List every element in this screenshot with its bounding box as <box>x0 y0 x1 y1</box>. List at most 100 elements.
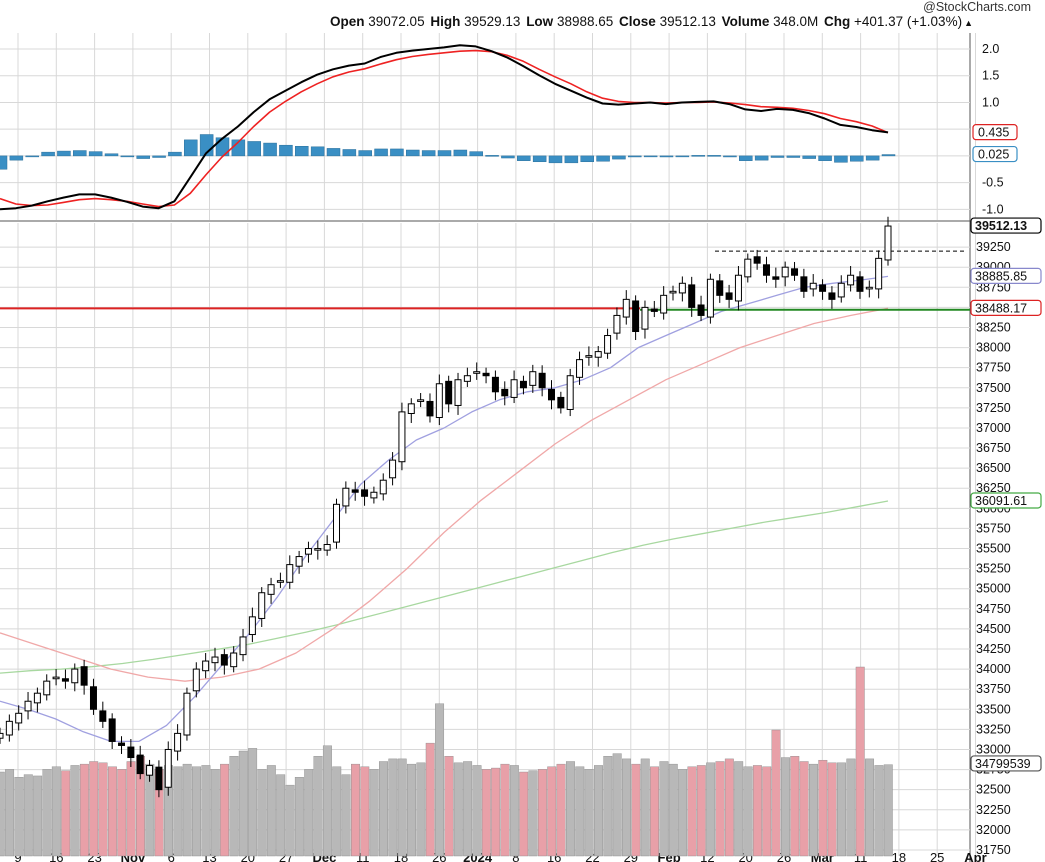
price-y-tick-label: 34250 <box>976 642 1011 656</box>
macd-histogram-bar <box>73 150 87 157</box>
volume-bar <box>0 771 5 857</box>
candle-body <box>501 388 509 397</box>
macd-value-tag-text: 0.435 <box>978 126 1009 140</box>
candle-body <box>772 276 780 280</box>
candle-body <box>99 710 107 722</box>
sma-50-line <box>0 307 889 682</box>
macd-histogram-bar <box>104 153 119 157</box>
candle-body <box>622 298 630 318</box>
volume-bar <box>369 769 379 857</box>
volume-bar <box>285 784 295 857</box>
macd-histogram-bar <box>691 155 705 157</box>
volume-bar <box>668 763 678 857</box>
volume-bar <box>622 758 631 857</box>
candle-body <box>295 556 303 567</box>
candle-body <box>136 754 144 775</box>
volume-bar <box>33 775 43 857</box>
candle-body <box>267 584 275 595</box>
macd-histogram-bar <box>25 155 39 158</box>
close-label: Close <box>619 14 656 29</box>
low-value: 38988.65 <box>556 14 614 29</box>
candle-body <box>127 746 135 759</box>
candle-body <box>725 292 733 300</box>
macd-histogram-bar <box>723 155 737 158</box>
volume-bar <box>631 763 641 857</box>
price-y-tick-label: 35000 <box>976 582 1011 596</box>
candle-body <box>491 376 499 393</box>
macd-histogram-bar <box>802 155 816 159</box>
histogram-value-tag: 0.025 <box>972 145 1018 163</box>
volume-bar <box>556 763 566 857</box>
price-y-tick-label: 35500 <box>976 542 1011 556</box>
volume-bar <box>650 766 660 857</box>
volume-bar <box>182 763 192 857</box>
candle-body <box>884 225 892 261</box>
macd-histogram-bar <box>184 139 198 157</box>
candle-body <box>650 308 658 312</box>
volume-bar <box>14 777 24 857</box>
candle-body <box>753 256 761 264</box>
candle-body <box>118 742 126 746</box>
candle-body <box>33 692 41 704</box>
volume-bar <box>276 774 286 857</box>
volume-bar <box>220 763 230 857</box>
volume-bar <box>846 758 856 857</box>
candle-body <box>566 375 574 410</box>
x-tick-label: 25 <box>930 850 944 862</box>
price-y-tick-label: 36250 <box>976 481 1011 495</box>
close-price-tag: 39512.13 <box>970 217 1042 234</box>
candle-body <box>697 304 705 316</box>
price-y-tick-label: 32250 <box>976 803 1011 817</box>
candle-body <box>52 676 60 680</box>
volume-bar <box>107 766 117 857</box>
candle-body <box>361 489 369 497</box>
candle-body <box>435 383 443 419</box>
volume-bar <box>818 759 828 857</box>
volume-bar <box>481 769 491 857</box>
high-label: High <box>430 14 461 29</box>
candle-body <box>604 335 612 354</box>
macd-histogram-bar <box>612 155 626 160</box>
price-y-tick-label: 37750 <box>976 361 1011 375</box>
macd-histogram-bar <box>421 150 436 157</box>
close-price-tag-box <box>970 217 1042 234</box>
macd-histogram-bar <box>501 155 515 159</box>
volume-bar <box>780 757 790 857</box>
macd-y-tick-label: -0.5 <box>982 176 1004 190</box>
price-y-tick-label: 32000 <box>976 823 1011 837</box>
macd-histogram-bar <box>326 148 341 157</box>
price-y-tick-label: 38250 <box>976 320 1011 334</box>
candle-body <box>828 292 836 300</box>
volume-bar <box>453 762 463 857</box>
ohlc-header: Open 39072.05 High 39529.13 Low 38988.65… <box>0 14 975 29</box>
candle-body <box>211 656 219 664</box>
price-y-tick-label: 33750 <box>976 682 1011 696</box>
volume-bar <box>313 756 323 857</box>
candle-body <box>594 351 602 358</box>
candle-body <box>510 379 518 398</box>
price-y-tick-label: 32500 <box>976 783 1011 797</box>
macd-histogram-bar <box>358 150 372 157</box>
volume-bar <box>659 761 669 857</box>
volume-bar <box>435 703 445 857</box>
candle-body <box>314 548 322 551</box>
candle-body <box>407 403 415 414</box>
macd-histogram-bar <box>0 155 8 170</box>
volume-bar <box>790 756 800 857</box>
price-y-tick-label: 35250 <box>976 562 1011 576</box>
macd-histogram-bar <box>152 155 166 158</box>
price-y-tick-label: 38000 <box>976 341 1011 355</box>
candle-body <box>678 282 686 294</box>
macd-histogram-bar <box>675 155 690 158</box>
volume-bar <box>715 761 725 857</box>
macd-histogram-bar <box>374 148 388 157</box>
volume-bar <box>575 766 585 857</box>
candle-body <box>323 544 331 551</box>
volume-bar <box>70 765 80 857</box>
macd-histogram-bar <box>136 155 150 159</box>
volume-sma-tag-text: 34799539 <box>975 757 1031 771</box>
candle-body <box>454 379 462 406</box>
macd-histogram-bar <box>739 155 753 161</box>
candle-body <box>809 282 817 290</box>
candle-body <box>706 278 714 318</box>
